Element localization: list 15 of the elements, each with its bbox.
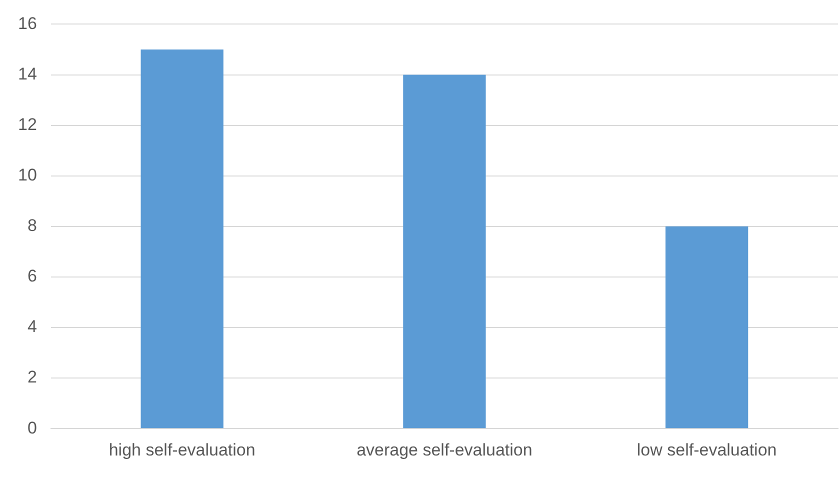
y-tick-label: 6: [27, 266, 37, 286]
bar: [140, 49, 224, 428]
y-tick-label: 16: [18, 14, 37, 33]
x-tick-label: high self-evaluation: [108, 440, 256, 460]
x-tick-label: average self-evaluation: [356, 440, 532, 460]
y-tick-label: 10: [18, 166, 37, 185]
y-tick-label: 4: [27, 317, 37, 336]
y-tick-label: 0: [27, 418, 37, 438]
y-tick-label: 12: [18, 114, 37, 134]
y-tick-label: 8: [27, 216, 37, 236]
y-tick-label: 14: [18, 64, 37, 84]
bar: [665, 226, 748, 428]
x-tick-label: low self-evaluation: [636, 440, 777, 460]
y-tick-label: 2: [27, 368, 37, 387]
bar: [403, 74, 486, 428]
